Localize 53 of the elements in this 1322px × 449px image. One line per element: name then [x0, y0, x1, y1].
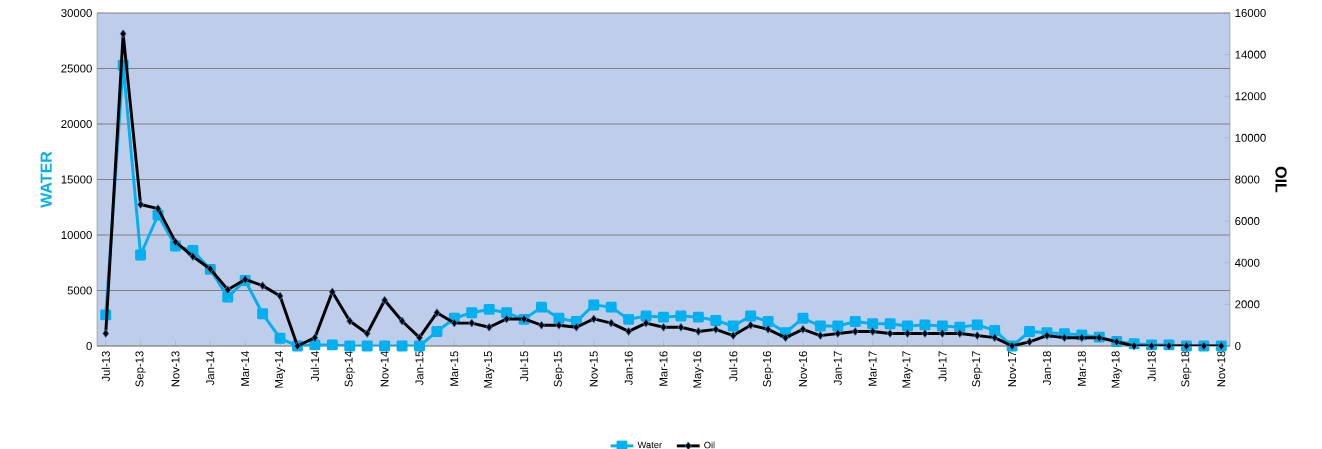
y2-tick-label: 0 [1235, 341, 1241, 350]
y2-tick-label: 4000 [1234, 258, 1260, 267]
x-tick-label: Jan-15 [415, 351, 424, 386]
y-tick-label: 15000 [61, 175, 92, 184]
y2-tick-label: 14000 [1235, 50, 1266, 59]
x-tick-label: Sep-18 [1181, 351, 1192, 387]
x-tick-label: Mar-14 [241, 351, 250, 386]
x-tick-label: Jul-17 [938, 351, 947, 382]
y2-tick-label: 10000 [1235, 133, 1266, 142]
y-tick-label: 0 [86, 341, 92, 350]
x-tick-label: Sep-14 [344, 351, 355, 387]
x-tick-label: Jul-16 [729, 351, 738, 382]
x-tick-label: Sep-13 [135, 351, 146, 387]
x-tick-label: Nov-13 [171, 351, 180, 387]
y2-tick-label: 12000 [1235, 92, 1266, 101]
x-tick-label: Jan-18 [1042, 351, 1051, 386]
x-tick-label: Nov-16 [798, 351, 807, 387]
y2-tick-label: 8000 [1235, 175, 1260, 184]
y2-axis-title: OIL [1275, 166, 1287, 193]
x-tick-label: Jan-17 [833, 351, 842, 386]
x-tick-label: Jan-14 [206, 351, 215, 386]
y2-tick-label: 2000 [1235, 300, 1260, 309]
x-tick-label: May-18 [1111, 351, 1122, 388]
legend-label: Oil [704, 441, 715, 449]
x-tick-label: Mar-17 [868, 351, 877, 386]
x-tick-label: Mar-16 [659, 351, 668, 386]
y-tick-label: 25000 [61, 64, 92, 73]
y2-tick-label: 16000 [1235, 8, 1266, 17]
x-tick-label: Jul-13 [101, 351, 110, 382]
x-tick-label: Jul-15 [519, 351, 529, 382]
y-tick-label: 20000 [61, 119, 92, 128]
y-tick-label: 30000 [61, 8, 92, 17]
y2-tick-label: 6000 [1235, 217, 1260, 226]
x-tick-label: Nov-15 [589, 351, 598, 387]
x-tick-label: Jul-18 [1147, 351, 1156, 382]
x-tick-label: Nov-14 [380, 351, 389, 387]
x-tick-label: May-16 [693, 351, 704, 388]
x-tick-label: May-17 [902, 351, 913, 388]
y-axis-title: WATER [40, 151, 52, 208]
x-tick-label: Mar-15 [450, 351, 459, 386]
x-tick-label: May-14 [274, 351, 286, 388]
x-tick-label: Nov-17 [1008, 351, 1017, 387]
x-tick-label: Sep-15 [553, 351, 565, 387]
legend-label: Water [637, 441, 662, 449]
x-tick-label: Sep-16 [762, 351, 774, 387]
x-tick-label: May-15 [484, 351, 495, 388]
y-tick-label: 5000 [67, 286, 92, 295]
x-tick-label: Jul-14 [310, 351, 320, 382]
x-tick-label: Jan-16 [624, 351, 633, 386]
x-tick-label: Mar-18 [1077, 351, 1086, 386]
x-tick-label: Sep-17 [972, 351, 983, 387]
x-tick-label: Nov-18 [1217, 351, 1226, 387]
y-tick-label: 10000 [61, 230, 92, 239]
